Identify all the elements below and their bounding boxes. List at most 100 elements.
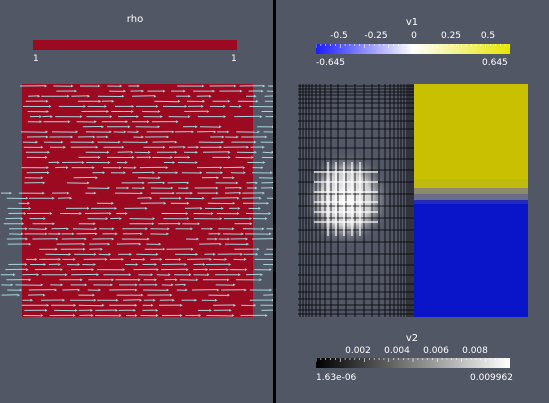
velocity-glyph-head <box>271 150 273 154</box>
velocity-glyph-head <box>172 191 175 195</box>
velocity-glyph-head <box>216 191 219 195</box>
velocity-glyph-head <box>187 156 191 159</box>
velocity-glyph-head <box>254 140 257 144</box>
velocity-glyph-head <box>43 217 46 220</box>
velocity-glyph-head <box>58 232 62 236</box>
velocity-glyph-head <box>142 181 145 185</box>
velocity-glyph-head <box>127 125 131 129</box>
velocity-glyph-head <box>17 293 20 297</box>
velocity-glyph-head <box>162 181 166 185</box>
velocity-glyph-head <box>60 140 64 144</box>
velocity-glyph-head <box>210 227 213 231</box>
view-splitter[interactable] <box>273 0 276 403</box>
v1-tick-label: 0 <box>411 31 417 41</box>
velocity-glyph-head <box>95 176 98 180</box>
velocity-glyph-head <box>101 303 105 307</box>
velocity-glyph-head <box>157 125 161 129</box>
velocity-glyph-head <box>220 171 224 175</box>
velocity-glyph-head <box>121 94 125 98</box>
velocity-glyph-head <box>209 258 213 261</box>
velocity-glyph-head <box>10 283 14 287</box>
velocity-glyph-head <box>153 298 156 302</box>
velocity-glyph-head <box>42 181 46 185</box>
velocity-glyph-head <box>39 115 42 118</box>
velocity-glyph-head <box>111 99 115 103</box>
velocity-glyph-head <box>239 89 243 93</box>
velocity-glyph-head <box>46 110 49 113</box>
velocity-glyph-head <box>184 105 188 108</box>
v2-tick-label: 0.008 <box>462 346 488 356</box>
velocity-glyph-head <box>84 237 87 241</box>
velocity-glyph-head <box>100 247 103 251</box>
velocity-glyph-head <box>262 191 265 195</box>
velocity-glyph-head <box>219 217 223 220</box>
velocity-glyph-head <box>135 263 139 266</box>
velocity-glyph-head <box>132 156 135 159</box>
velocity-glyph-head <box>238 273 241 277</box>
velocity-glyph-head <box>129 252 133 256</box>
velocity-glyph-head <box>174 140 178 144</box>
velocity-glyph-head <box>84 283 88 287</box>
left-render-view[interactable]: rho 1 1 <box>0 0 273 403</box>
velocity-glyph-head <box>228 263 232 266</box>
velocity-glyph-head <box>82 242 86 246</box>
velocity-glyph-head <box>201 84 205 88</box>
v1-tick-label: -0.25 <box>364 31 388 41</box>
velocity-glyph-head <box>228 156 231 159</box>
velocity-glyph-head <box>249 222 253 226</box>
v2-colorbar-max-label: 0.009962 <box>470 373 513 383</box>
velocity-glyph-head <box>45 309 48 312</box>
velocity-glyph-head <box>109 115 113 118</box>
v1-field-band <box>414 204 528 317</box>
velocity-glyph-head <box>140 191 144 195</box>
velocity-glyph-head <box>151 222 155 226</box>
velocity-glyph-head <box>239 186 243 190</box>
v2-colorbar-title: v2 <box>405 333 419 344</box>
velocity-glyph-head <box>237 196 240 200</box>
velocity-glyph-head <box>135 314 138 317</box>
velocity-glyph-head <box>185 288 188 292</box>
velocity-glyph-head <box>260 273 263 277</box>
velocity-glyph-head <box>195 150 198 154</box>
velocity-glyph-head <box>177 99 181 103</box>
velocity-glyph-head <box>66 166 69 169</box>
velocity-glyph-head <box>119 217 122 220</box>
velocity-glyph-head <box>70 135 74 139</box>
velocity-glyph-head <box>148 156 152 159</box>
velocity-glyph-head <box>97 84 101 88</box>
velocity-glyph-head <box>115 232 118 236</box>
velocity-glyph-head <box>147 237 150 241</box>
right-render-view[interactable]: v1 -0.5 -0.25 0 0.25 0.5 -0.645 0.645 <box>276 0 549 403</box>
velocity-glyph-head <box>125 120 129 124</box>
velocity-glyph-head <box>77 288 81 292</box>
velocity-glyph-head <box>214 298 218 302</box>
velocity-glyph-head <box>189 273 192 277</box>
velocity-glyph-head <box>235 181 239 185</box>
velocity-glyph-head <box>110 283 114 287</box>
v1-colorbar-max-label: 0.645 <box>482 58 508 68</box>
v1-field-band <box>414 200 528 204</box>
velocity-glyph-head <box>36 273 40 277</box>
velocity-glyph-head <box>163 201 167 205</box>
v1-colorbar <box>316 44 510 54</box>
velocity-glyph-head <box>272 125 273 129</box>
velocity-glyph-head <box>92 135 96 139</box>
velocity-glyph-head <box>77 263 81 266</box>
velocity-glyph-head <box>25 196 29 200</box>
velocity-glyph-head <box>242 166 246 169</box>
velocity-glyph-head <box>218 232 221 236</box>
velocity-glyph-head <box>221 207 224 210</box>
velocity-glyph-head <box>186 186 189 190</box>
velocity-glyph-head <box>98 288 101 292</box>
velocity-glyph-head <box>140 232 143 236</box>
velocity-glyph-head <box>139 298 143 302</box>
velocity-glyph-head <box>149 196 153 200</box>
velocity-glyph-head <box>107 186 111 190</box>
velocity-glyph-head <box>134 303 138 307</box>
velocity-glyph-head <box>205 268 209 271</box>
velocity-glyph-head <box>60 268 63 271</box>
velocity-glyph-head <box>191 247 194 251</box>
velocity-glyph-head <box>98 156 101 159</box>
velocity-glyph-head <box>142 186 146 190</box>
velocity-glyph-head <box>57 161 60 164</box>
